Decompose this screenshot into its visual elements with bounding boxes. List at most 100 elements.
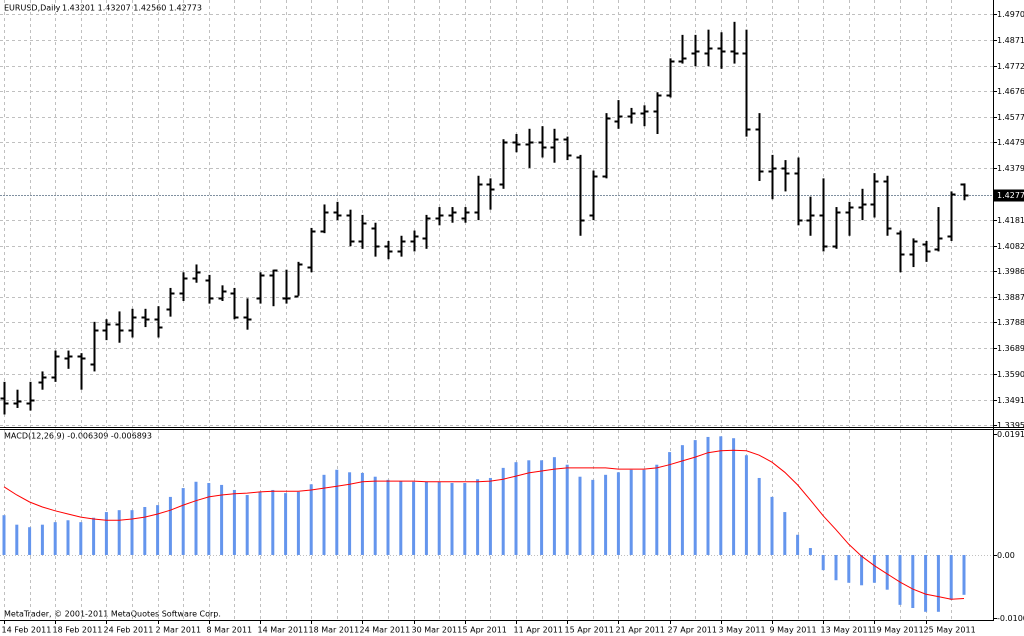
macd-bar bbox=[783, 512, 787, 555]
macd-bar bbox=[732, 438, 736, 555]
x-tick-label: 24 Mar 2011 bbox=[360, 626, 411, 635]
x-tick-label: 19 May 2011 bbox=[872, 626, 924, 635]
macd-title: MACD(12,26,9) -0.006309 -0.006893 bbox=[4, 432, 152, 441]
macd-bar bbox=[488, 477, 492, 555]
macd-bar bbox=[936, 554, 940, 612]
macd-bar bbox=[53, 522, 57, 555]
macd-bar bbox=[604, 474, 608, 555]
x-tick-label: 11 Apr 2011 bbox=[514, 626, 563, 635]
macd-bar bbox=[565, 464, 569, 555]
macd-bar bbox=[450, 483, 454, 555]
macd-bar bbox=[79, 522, 83, 555]
macd-bar bbox=[271, 489, 275, 555]
macd-bar bbox=[194, 481, 198, 555]
macd-bar bbox=[872, 554, 876, 583]
macd-bar bbox=[476, 479, 480, 555]
macd-bar bbox=[207, 483, 211, 555]
y-tick-label: 1.47720 bbox=[997, 62, 1024, 71]
x-tick-label: 14 Feb 2011 bbox=[2, 626, 52, 635]
x-tick-label: 24 Feb 2011 bbox=[104, 626, 154, 635]
macd-bar bbox=[693, 440, 697, 555]
macd-bar bbox=[348, 472, 352, 555]
y-tick-label: 1.46760 bbox=[997, 87, 1024, 96]
macd-bar bbox=[232, 489, 236, 555]
y-tick-label: 1.35900 bbox=[997, 370, 1024, 379]
macd-bar bbox=[143, 507, 147, 555]
macd-bar bbox=[245, 495, 249, 555]
macd-bar bbox=[629, 469, 633, 555]
macd-bar bbox=[424, 481, 428, 555]
x-tick-label: 13 May 2011 bbox=[821, 626, 873, 635]
x-tick-label: 25 May 2011 bbox=[924, 626, 976, 635]
macd-bar bbox=[808, 548, 812, 555]
macd-bar bbox=[860, 554, 864, 586]
macd-bar bbox=[911, 554, 915, 609]
y-tick-label: -0.010052 bbox=[997, 614, 1024, 623]
macd-bar bbox=[117, 510, 121, 555]
macd-bar bbox=[130, 510, 134, 555]
y-tick-label: 1.37880 bbox=[997, 318, 1024, 327]
macd-bar bbox=[168, 496, 172, 555]
macd-bar bbox=[181, 488, 185, 555]
macd-bar bbox=[847, 554, 851, 583]
y-tick-label: 1.48710 bbox=[997, 36, 1024, 45]
macd-bar bbox=[578, 476, 582, 555]
x-tick-label: 3 May 2011 bbox=[719, 626, 766, 635]
macd-bar bbox=[924, 554, 928, 612]
y-tick-label: 1.34910 bbox=[997, 396, 1024, 405]
signal-line bbox=[3, 449, 965, 600]
macd-bar bbox=[284, 493, 288, 555]
y-tick-label: 1.38870 bbox=[997, 293, 1024, 302]
chart-title: EURUSD,Daily bbox=[4, 4, 61, 13]
x-tick-label: 14 Mar 2011 bbox=[258, 626, 309, 635]
macd-bar bbox=[616, 472, 620, 555]
macd-bar bbox=[540, 460, 544, 555]
macd-bar bbox=[501, 467, 505, 555]
macd-bar bbox=[66, 520, 70, 555]
y-tick-label: 1.40820 bbox=[997, 242, 1024, 251]
x-tick-label: 21 Apr 2011 bbox=[616, 626, 665, 635]
macd-bar bbox=[2, 515, 6, 555]
macd-bar bbox=[757, 477, 761, 555]
x-tick-label: 2 Mar 2011 bbox=[156, 626, 202, 635]
y-tick-label: 1.33950 bbox=[997, 421, 1024, 430]
ohlc-readout: 1.43201 1.43207 1.42560 1.42773 bbox=[62, 4, 202, 13]
macd-bar bbox=[642, 469, 646, 555]
x-tick-label: 27 Apr 2011 bbox=[668, 626, 717, 635]
x-tick-label: 8 Mar 2011 bbox=[207, 626, 253, 635]
macd-bar bbox=[834, 554, 838, 581]
macd-bar bbox=[668, 452, 672, 555]
macd-bar bbox=[962, 554, 966, 595]
macd-bar bbox=[949, 554, 953, 600]
y-tick-label: 1.44790 bbox=[997, 138, 1024, 147]
macd-bar bbox=[412, 481, 416, 555]
macd-bar bbox=[706, 436, 710, 555]
x-tick-label: 9 May 2011 bbox=[770, 626, 817, 635]
y-tick-label: 1.39860 bbox=[997, 267, 1024, 276]
macd-bar bbox=[655, 464, 659, 555]
macd-bar bbox=[514, 462, 518, 555]
x-tick-label: 18 Mar 2011 bbox=[309, 626, 360, 635]
macd-bar bbox=[335, 469, 339, 555]
y-tick-label: 1.36890 bbox=[997, 344, 1024, 353]
macd-bar bbox=[360, 472, 364, 555]
macd-bar bbox=[40, 524, 44, 555]
y-tick-label: 0.019162 bbox=[997, 430, 1024, 439]
macd-bar bbox=[15, 524, 19, 555]
macd-bar bbox=[770, 496, 774, 555]
macd-bar bbox=[373, 476, 377, 555]
x-tick-label: 5 Apr 2011 bbox=[463, 626, 507, 635]
macd-bar bbox=[552, 457, 556, 555]
x-tick-label: 15 Apr 2011 bbox=[565, 626, 614, 635]
x-tick-label: 30 Mar 2011 bbox=[412, 626, 463, 635]
y-tick-label: 1.43790 bbox=[997, 164, 1024, 173]
macd-bar bbox=[156, 505, 160, 555]
macd-bar bbox=[591, 479, 595, 555]
copyright: MetaTrader, © 2001-2011 MetaQuotes Softw… bbox=[4, 610, 221, 619]
macd-bar bbox=[527, 460, 531, 555]
x-tick-label: 18 Feb 2011 bbox=[53, 626, 103, 635]
macd-bar bbox=[386, 479, 390, 555]
